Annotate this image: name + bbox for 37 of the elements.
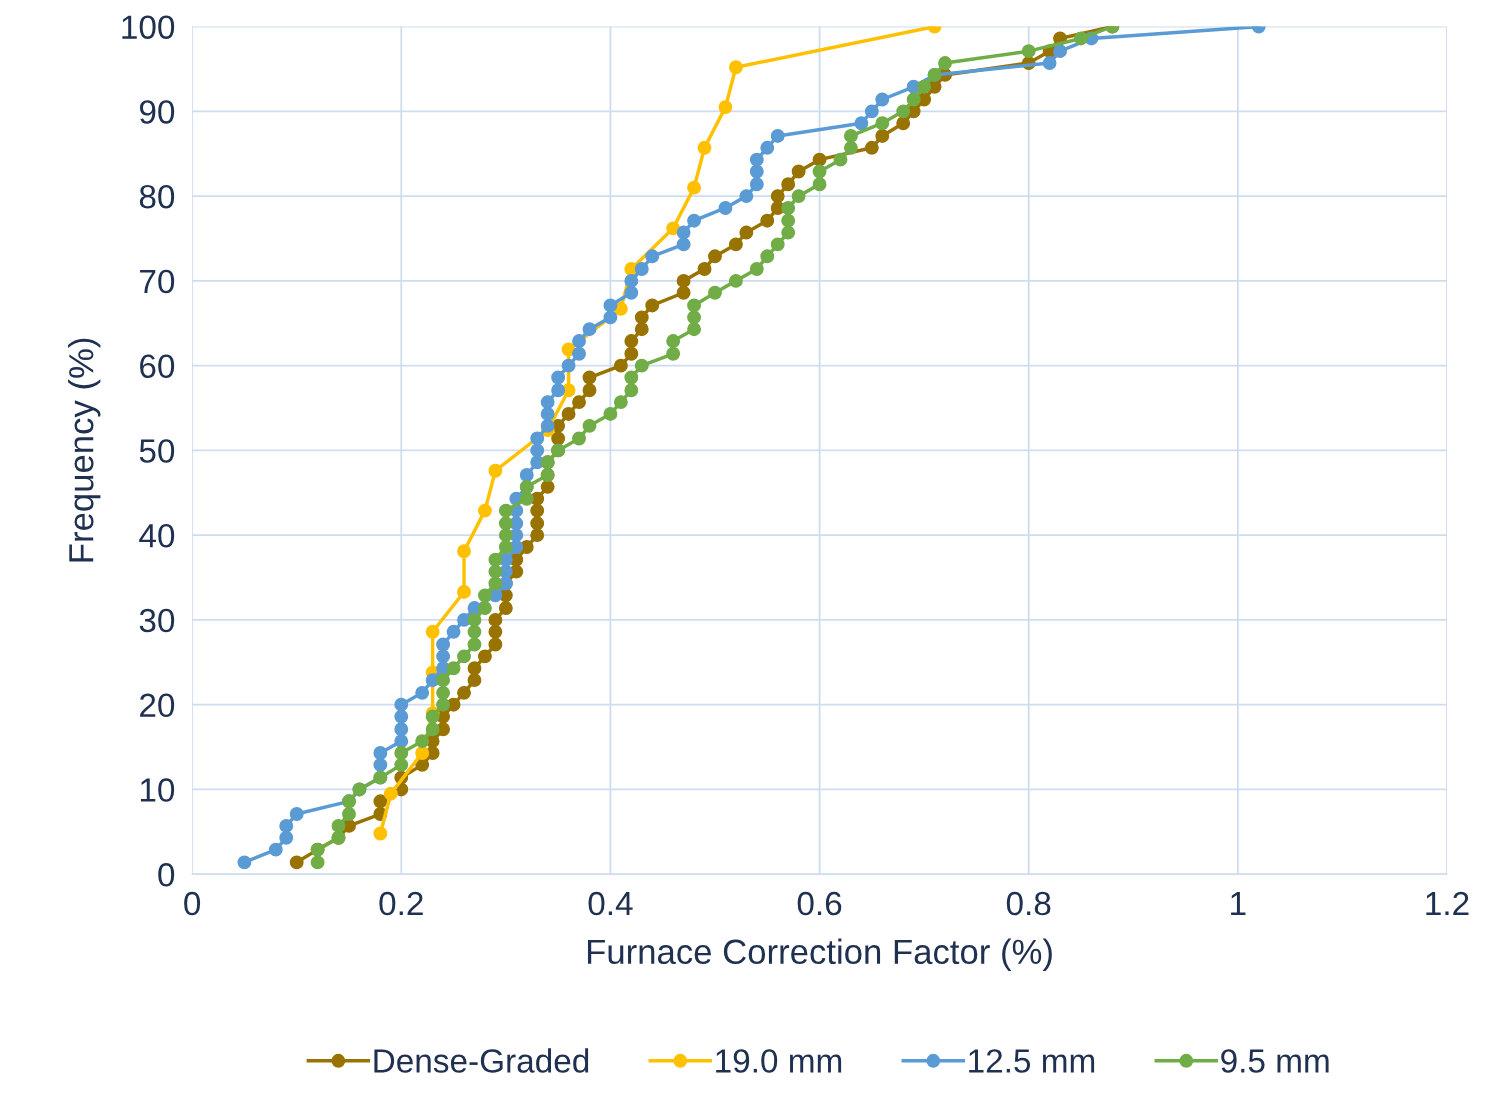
x-tick-label: 0.4	[588, 891, 633, 916]
x-axis-title: Furnace Correction Factor (%)	[587, 938, 1052, 971]
y-axis-title: Frequency (%)	[68, 338, 101, 562]
point	[728, 60, 743, 75]
y-tick-label: 50	[139, 439, 175, 463]
y-tick-label: 70	[140, 269, 175, 294]
point	[718, 100, 733, 115]
point	[457, 544, 471, 559]
x-tick-label: 1	[1231, 892, 1246, 916]
y-tick-label: 30	[139, 608, 175, 633]
point	[687, 180, 702, 195]
point	[415, 746, 430, 760]
y-tick-label: 20	[140, 693, 175, 718]
point	[666, 221, 681, 236]
point	[457, 585, 471, 599]
legend-label: 9.5 mm	[1221, 1049, 1329, 1073]
x-tick-label: 0	[184, 891, 201, 916]
legend-label: Dense-Graded	[374, 1048, 589, 1073]
y-tick-label: 80	[139, 184, 175, 209]
legend-label: 12.5 mm	[969, 1049, 1095, 1073]
point	[488, 463, 503, 478]
y-tick-label: 100	[122, 15, 175, 39]
y-tick-label: 10	[140, 778, 175, 802]
y-tick-label: 90	[139, 100, 175, 124]
point	[425, 624, 440, 639]
point	[373, 826, 388, 841]
y-tick-label: 40	[139, 523, 175, 548]
x-tick-label: 1.2	[1426, 891, 1469, 916]
point	[477, 503, 492, 518]
x-tick-label: 0.2	[379, 891, 423, 916]
x-tick-label: 0.6	[797, 891, 842, 916]
x-tick-label: 0.8	[1006, 891, 1051, 916]
y-tick-label: 60	[140, 354, 175, 379]
y-tick-label: 0	[158, 863, 175, 887]
point	[383, 786, 398, 801]
point	[697, 140, 712, 155]
legend-label: 19.0 mm	[716, 1049, 842, 1073]
